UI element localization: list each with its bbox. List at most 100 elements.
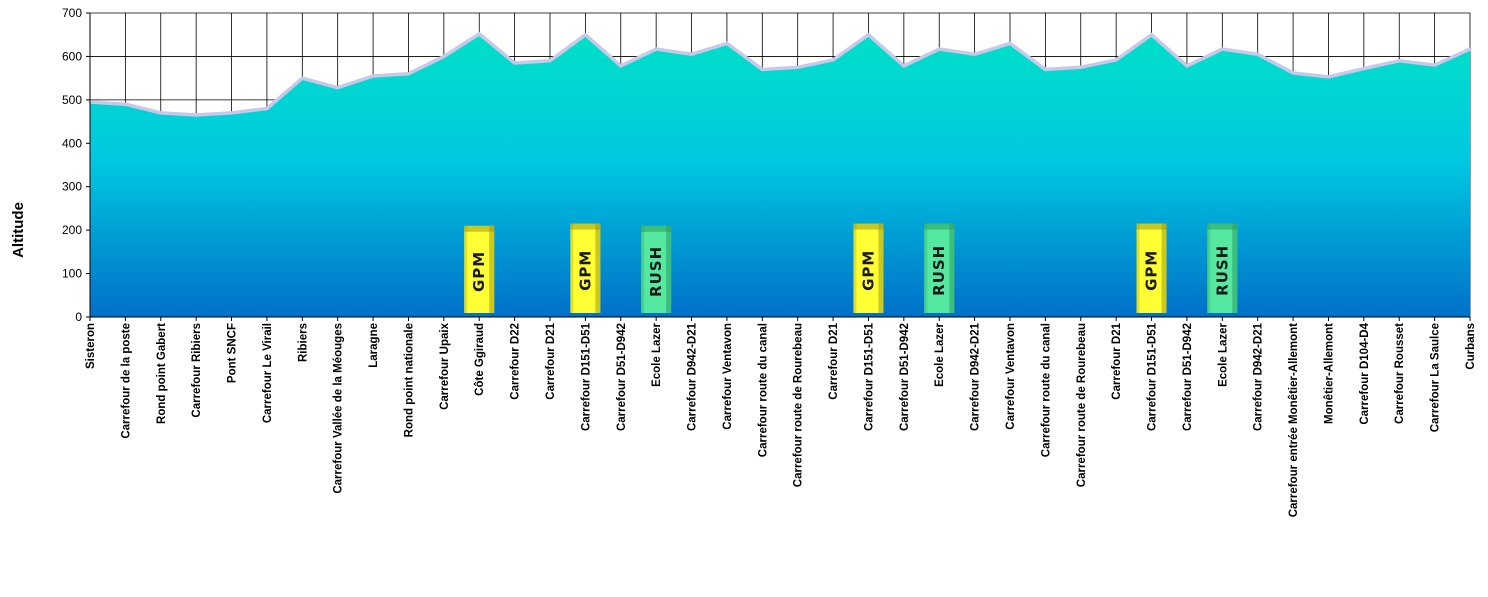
x-tick-label: Ecole Lazer bbox=[934, 322, 946, 386]
x-tick-label: Carrefour D51-D942 bbox=[616, 323, 628, 431]
data-point bbox=[1150, 33, 1154, 37]
x-tick-label: Carrefour La Saulce bbox=[1430, 323, 1442, 432]
y-tick-label: 200 bbox=[62, 223, 82, 237]
x-tick-label: Carrefour D151-D51 bbox=[863, 322, 875, 431]
marker-rush: RUSH bbox=[924, 223, 955, 313]
data-point bbox=[1362, 67, 1366, 71]
markers: GPM GPM RUSH GPM RUSH GPM RUSH bbox=[464, 223, 1238, 313]
axes: 0 100 200 300 400 500 600 700 Sisteron Carrefour … bbox=[62, 6, 1477, 517]
x-tick-label: Monêtier-Allemont bbox=[1323, 323, 1335, 424]
y-axis-label: Altitude bbox=[10, 202, 27, 258]
data-point bbox=[300, 76, 304, 80]
x-tick-label: Laragne bbox=[368, 323, 380, 368]
y-tick-label: 700 bbox=[62, 6, 82, 20]
area-series bbox=[88, 31, 1472, 318]
data-point bbox=[1256, 52, 1260, 56]
data-point bbox=[406, 72, 410, 76]
x-tick-label: Carrefour D22 bbox=[510, 323, 522, 400]
data-point bbox=[1397, 59, 1401, 63]
marker-gpm: GPM bbox=[464, 225, 495, 313]
marker-label: GPM bbox=[859, 250, 877, 291]
x-tick-label: Rond point nationale bbox=[403, 323, 415, 437]
marker-label: GPM bbox=[576, 250, 594, 291]
x-tick-label: Carrefour D21 bbox=[828, 322, 840, 399]
x-tick-label: Curbans bbox=[1465, 323, 1477, 370]
marker-gpm: GPM bbox=[853, 223, 884, 313]
data-point bbox=[937, 47, 941, 51]
x-tick-label: Ribiers bbox=[297, 323, 309, 362]
data-point bbox=[1433, 63, 1437, 67]
data-point bbox=[973, 52, 977, 56]
x-tick-label: Carrefour route de Rourebeau bbox=[793, 323, 805, 487]
data-point bbox=[866, 33, 870, 37]
area-outline bbox=[89, 31, 1471, 117]
x-tick-label: Carrefour D51-D942 bbox=[1182, 323, 1194, 431]
x-tick-label: Carrefour entrée Monêtier-Allemont bbox=[1288, 323, 1300, 517]
x-tick-label: Carrefour D21 bbox=[545, 322, 557, 399]
x-tick-label: Carrefour route du canal bbox=[757, 323, 769, 457]
marker-bevel-left bbox=[1136, 223, 1140, 313]
x-tick-label: Carrefour Rousset bbox=[1394, 323, 1406, 424]
data-point bbox=[1326, 75, 1330, 79]
y-tick-label: 500 bbox=[62, 93, 82, 107]
area-fill bbox=[90, 33, 1470, 318]
x-tick-label: Carrefour Le Virail bbox=[262, 323, 274, 423]
marker-bevel-right bbox=[949, 223, 955, 313]
data-point bbox=[902, 64, 906, 68]
x-tick-label: Côte Ggiraud bbox=[474, 323, 486, 396]
data-point bbox=[548, 59, 552, 63]
x-tick-label: Carrefour route du canal bbox=[1040, 323, 1052, 457]
marker-bevel-left bbox=[1207, 223, 1211, 313]
marker-bevel-right bbox=[489, 225, 495, 313]
data-point bbox=[760, 67, 764, 71]
data-point bbox=[159, 111, 163, 115]
y-tick-label: 600 bbox=[62, 49, 82, 63]
marker-bevel-left bbox=[853, 223, 857, 313]
marker-bevel-top bbox=[1136, 223, 1167, 230]
y-tick-label: 100 bbox=[62, 267, 82, 281]
y-tick-label: 300 bbox=[62, 180, 82, 194]
marker-rush: RUSH bbox=[1207, 223, 1238, 313]
marker-bevel-top bbox=[924, 223, 955, 230]
x-tick-label: Carrefour D942-D21 bbox=[687, 322, 699, 431]
x-tick-label: Carrefour route de Rourebeau bbox=[1076, 323, 1088, 487]
data-point bbox=[230, 111, 234, 115]
marker-bevel-top bbox=[853, 223, 884, 230]
x-tick-label: Ecole Lazer bbox=[1217, 322, 1229, 386]
x-tick-label: Carrefour D51-D942 bbox=[899, 323, 911, 431]
data-point bbox=[123, 102, 127, 106]
marker-bevel-left bbox=[464, 225, 468, 313]
data-point bbox=[371, 74, 375, 78]
data-point bbox=[1008, 41, 1012, 45]
data-point bbox=[1220, 47, 1224, 51]
data-point bbox=[654, 47, 658, 51]
marker-label: RUSH bbox=[930, 245, 948, 296]
data-point bbox=[1185, 64, 1189, 68]
x-tick-label: Carrefour Upaix bbox=[439, 322, 451, 410]
marker-label: GPM bbox=[1143, 250, 1161, 291]
x-tick-label: Carrefour D942-D21 bbox=[1253, 322, 1265, 431]
marker-bevel-top bbox=[464, 225, 495, 232]
y-tick-label: 400 bbox=[62, 136, 82, 150]
x-tick-label: Carrefour D151-D51 bbox=[1147, 322, 1159, 431]
x-tick-label: Carrefour Ribiers bbox=[191, 323, 203, 418]
data-point bbox=[513, 61, 517, 65]
marker-label: RUSH bbox=[1213, 245, 1231, 296]
data-point bbox=[1043, 67, 1047, 71]
x-tick-label: Sisteron bbox=[85, 323, 97, 369]
x-tick-label: Carrefour Ventavon bbox=[1005, 323, 1017, 430]
marker-bevel-top bbox=[1207, 223, 1238, 230]
data-point bbox=[690, 52, 694, 56]
data-point bbox=[265, 107, 269, 111]
marker-bevel-left bbox=[924, 223, 928, 313]
x-tick-label: Carrefour D104-D4 bbox=[1359, 322, 1371, 424]
x-tick-label: Carrefour Ventavon bbox=[722, 323, 734, 430]
x-tick-label: Rond point Gabert bbox=[156, 323, 168, 424]
marker-gpm: GPM bbox=[570, 223, 601, 313]
marker-bevel-left bbox=[570, 223, 574, 313]
marker-bevel-right bbox=[595, 223, 601, 313]
marker-bevel-right bbox=[1161, 223, 1167, 313]
data-point bbox=[1468, 47, 1472, 51]
x-tick-label: Carrefour D151-D51 bbox=[580, 322, 592, 431]
